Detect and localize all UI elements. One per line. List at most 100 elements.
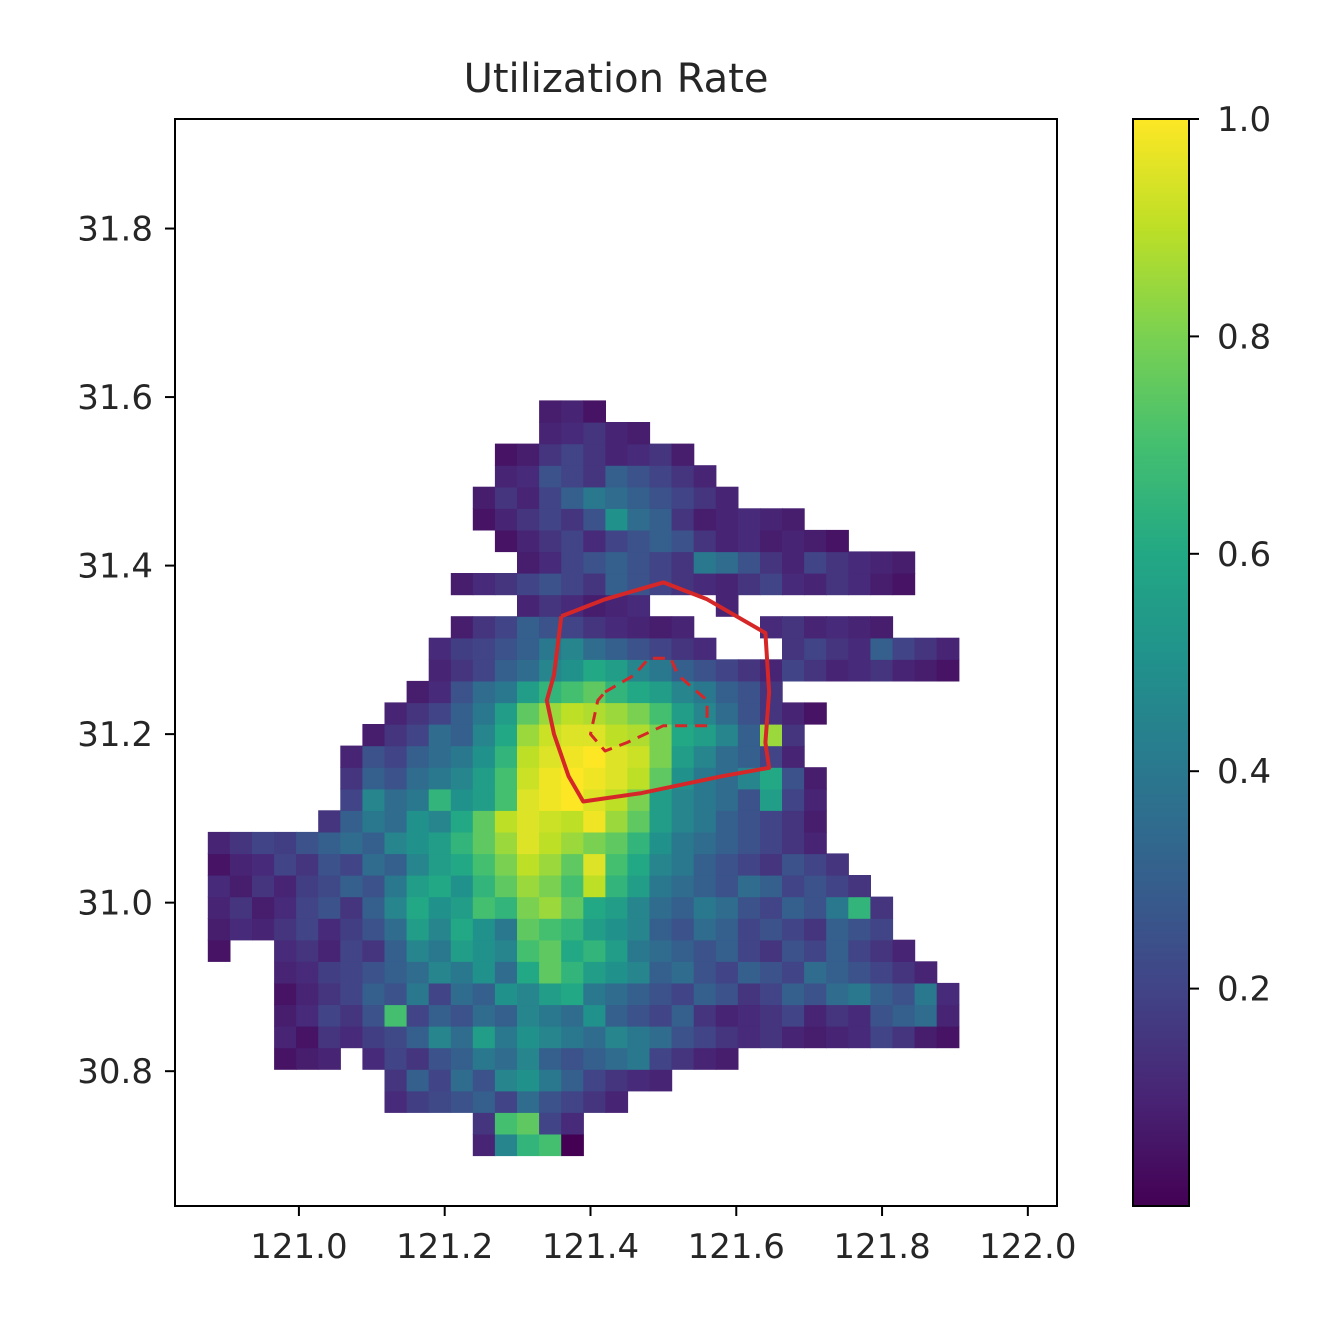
boundary-overlays [544,580,772,804]
heatmap-cell [627,1026,651,1049]
heatmap-cell [362,896,386,919]
heatmap-cell [737,702,761,725]
heatmap-cell [804,659,827,682]
heatmap-cell [428,810,452,833]
heatmap-cell [583,831,606,855]
heatmap-cell [693,1026,717,1049]
heatmap-cell [804,1004,827,1027]
heatmap-cell [760,724,783,747]
colorbar [1132,118,1190,1207]
colorbar-tick-label: 0.8 [1217,317,1271,357]
heatmap-cell [671,961,695,984]
heatmap-cell [782,637,805,660]
heatmap-cell [406,702,430,725]
colorbar-tick-label: 1.0 [1217,100,1271,140]
heatmap-cell [406,724,430,747]
heatmap-cell [450,637,474,660]
heatmap-cell [760,896,783,919]
heatmap-cell [561,422,584,445]
heatmap-cell [561,1004,584,1027]
heatmap-cell [207,853,231,876]
heatmap-cell [207,918,231,941]
heatmap-cell [760,551,783,574]
heatmap-cell [627,443,651,466]
heatmap-cell [494,680,518,704]
heatmap-cell [671,831,695,855]
heatmap-cell [583,896,606,919]
heatmap-cell [472,810,496,833]
heatmap-cell [715,680,739,704]
heatmap-cell [715,918,739,941]
heatmap-cell [760,961,783,984]
heatmap-cell [517,1090,540,1113]
heatmap-cell [274,831,297,855]
heatmap-cell [340,939,363,962]
heatmap-cell [384,853,408,876]
heatmap-cell [561,1069,584,1092]
heatmap-cell [671,1047,695,1070]
heatmap-cell [605,422,629,445]
heatmap-cell [561,637,584,660]
heatmap-cell [274,875,297,898]
heatmap-cell [627,486,651,509]
heatmap-cell [804,616,827,639]
heatmap-cell [296,982,319,1006]
heatmap-cell [782,745,805,768]
heatmap-cell [229,831,253,855]
heatmap-cell [583,1047,606,1070]
heatmap-cell [296,939,319,962]
heatmap-cell [583,529,606,553]
heatmap-cell [252,831,275,855]
heatmap-cell [649,529,673,553]
heatmap-cell [494,853,518,876]
heatmap-cell [494,1069,518,1092]
heatmap-cell [472,702,496,725]
heatmap-cell [517,939,540,962]
heatmap-cell [428,788,452,811]
heatmap-cell [693,465,717,488]
heatmap-cell [782,810,805,833]
heatmap-cell [406,939,430,962]
heatmap-cell [605,486,629,509]
heatmap-cell [561,1026,584,1049]
heatmap-cell [693,508,717,531]
heatmap-cell [384,1004,408,1027]
heatmap-cell [428,1090,452,1113]
heatmap-cell [782,896,805,919]
heatmap-cell [472,831,496,855]
heatmap-cell [715,529,739,553]
heatmap-cell [340,745,363,768]
heatmap-cell [715,961,739,984]
heatmap-cell [627,875,651,898]
heatmap-cell [760,810,783,833]
heatmap-cell [207,939,231,962]
heatmap-cell [539,767,562,790]
heatmap-cell [472,486,496,509]
heatmap-cell [782,573,805,596]
heatmap-cell [450,659,474,682]
heatmap-cell [517,961,540,984]
heatmap-cell [583,1004,606,1027]
heatmap-cell [207,875,231,898]
heatmap-cell [848,659,871,682]
heatmap-cell [627,529,651,553]
heatmap-cell [472,637,496,660]
heatmap-cell [340,875,363,898]
heatmap-cell [671,637,695,660]
heatmap-cell [804,875,827,898]
heatmap-cell [782,875,805,898]
heatmap-cell [561,1112,584,1135]
heatmap-cell [605,982,629,1006]
heatmap-cell [362,875,386,898]
heatmap-cell [296,961,319,984]
heatmap-cell [715,831,739,855]
heatmap-cell [715,788,739,811]
heatmap-cell [406,982,430,1006]
heatmap-cell [340,767,363,790]
heatmap-cell [627,551,651,574]
heatmap-cell [914,637,938,660]
heatmap-cell [340,896,363,919]
heatmap-cell [627,767,651,790]
heatmap-cell [561,939,584,962]
heatmap-cell [760,831,783,855]
